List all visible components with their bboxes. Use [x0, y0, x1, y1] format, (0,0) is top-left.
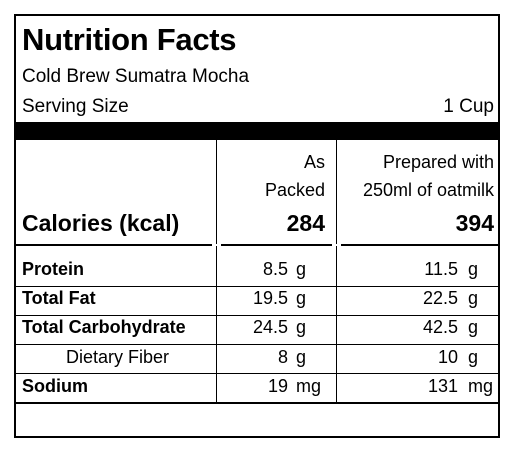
prepared-header-line-2: 250ml of oatmilk [362, 180, 494, 200]
nutrient-prepared-unit: g [468, 317, 479, 337]
nutrient-name: Dietary Fiber [66, 347, 170, 367]
thick-divider [16, 122, 498, 140]
nutrient-packed-unit: mg [296, 376, 322, 396]
serving-size-value: 1 Cup [443, 96, 494, 117]
row-divider [16, 344, 498, 345]
nutrient-name: Protein [22, 259, 85, 279]
nutrient-packed-value: 19.5 [252, 288, 288, 308]
nutrient-name: Sodium [22, 376, 88, 396]
column-divider-2-lower [336, 246, 337, 402]
nutrient-prepared-value: 22.5 [422, 288, 458, 308]
calories-rule-3 [341, 244, 498, 246]
label-title: Nutrition Facts [22, 22, 237, 57]
column-divider-2 [336, 140, 337, 244]
nutrient-prepared-value: 42.5 [422, 317, 458, 337]
calories-prepared: 394 [455, 210, 494, 236]
nutrient-packed-value: 24.5 [252, 317, 288, 337]
nutrient-prepared-unit: g [468, 347, 479, 367]
nutrient-packed-value: 8.5 [262, 259, 288, 279]
nutrient-prepared-value: 131 [427, 376, 458, 396]
nutrient-prepared-value: 10 [437, 347, 458, 367]
column-header-packed: As Packed [265, 148, 325, 204]
row-divider [16, 315, 498, 316]
nutrient-packed-value: 19 [267, 376, 288, 396]
nutrition-label: Nutrition Facts Cold Brew Sumatra Mocha … [14, 14, 500, 438]
row-divider [16, 286, 498, 287]
packed-header-line-2: Packed [264, 180, 325, 200]
nutrient-prepared-unit: g [468, 288, 479, 308]
nutrient-packed-unit: g [296, 259, 307, 279]
column-divider-1-lower [216, 246, 217, 402]
prepared-header-line-1: Prepared with [382, 152, 494, 172]
row-divider [16, 373, 498, 374]
serving-size-label: Serving Size [22, 96, 129, 117]
nutrient-prepared-value: 11.5 [424, 259, 458, 279]
calories-rule-2 [221, 244, 332, 246]
nutrient-name: Total Carbohydrate [22, 317, 186, 337]
column-header-prepared: Prepared with 250ml of oatmilk [363, 148, 494, 204]
nutrient-packed-unit: g [296, 347, 307, 367]
packed-header-line-1: As [303, 152, 325, 172]
nutrient-prepared-unit: g [468, 259, 479, 279]
nutrient-name: Total Fat [22, 288, 96, 308]
nutrient-packed-unit: g [296, 288, 307, 308]
product-name: Cold Brew Sumatra Mocha [22, 66, 250, 87]
calories-packed: 284 [286, 210, 325, 236]
calories-rule-1 [16, 244, 212, 246]
calories-label: Calories (kcal) [22, 210, 180, 236]
nutrient-packed-value: 8 [277, 347, 288, 367]
column-divider-1 [216, 140, 217, 244]
bottom-rule [16, 402, 498, 404]
nutrient-packed-unit: g [296, 317, 307, 337]
nutrient-prepared-unit: mg [468, 376, 494, 396]
